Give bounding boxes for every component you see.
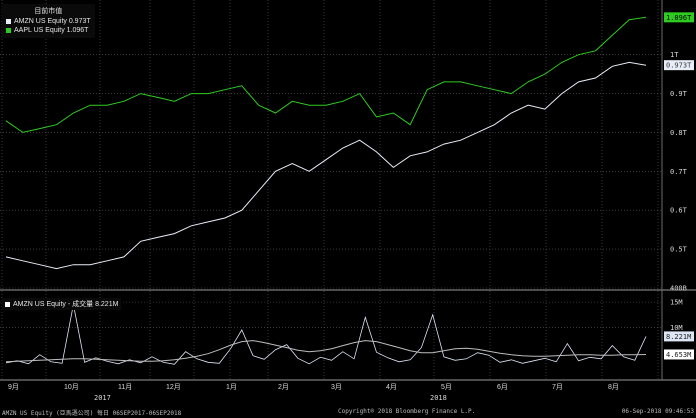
month-label: 5月 [441,383,452,391]
month-label: 11月 [118,383,132,391]
aapl-last-value-tag [664,12,694,23]
volume-last-value-tag [664,331,694,342]
month-label: 3月 [331,383,342,391]
year-label: 2018 [430,394,447,402]
volume-line [5,304,647,365]
price-tick-label: 0.9T [670,90,688,98]
footer-bar: AMZN US Equity (亞馬遜公司) 每日 06SEP2017-06SE… [0,406,696,418]
month-label: 7月 [552,383,563,391]
aapl-last-value-label: 1.096T [666,14,692,22]
footer-security-info: AMZN US Equity (亞馬遜公司) 每日 06SEP2017-06SE… [2,410,182,417]
price-legend: 目前市值 AMZN US Equity 0.973T AAPL US Equit… [2,4,95,38]
month-label: 10月 [64,383,79,391]
month-label: 12月 [166,383,181,391]
volume-last-value-label: 8.221M [666,333,691,341]
legend-amzn-label: AMZN US Equity 0.973T [14,18,91,25]
month-label: 1月 [226,383,237,391]
legend-title: 目前市值 [34,8,63,15]
volume-legend[interactable]: AMZN US Equity - 成交量 8.221M [2,298,122,310]
price-tick-label: 400B [670,285,687,293]
volume-tick-label: 15M [670,299,683,307]
price-tick-label: 0.5T [670,246,688,254]
price-tick-label: 1T [670,51,679,59]
month-label: 8月 [608,383,619,391]
month-label: 4月 [386,383,397,391]
month-label: 6月 [497,383,508,391]
amzn-price-line [5,61,647,270]
price-tick-label: 0.7T [670,168,688,176]
month-label: 9月 [8,383,19,391]
legend-item-aapl[interactable]: AAPL US Equity 1.096T [6,26,91,35]
amzn-last-value-tag [664,60,694,71]
price-tick-label: 0.6T [670,207,688,215]
year-label: 2017 [94,394,111,402]
average-last-value-tag [664,349,694,360]
volume-swatch [5,301,10,307]
volume-tick-label: 10M [670,324,683,332]
legend-item-amzn[interactable]: AMZN US Equity 0.973T [6,17,91,26]
legend-aapl-label: AAPL US Equity 1.096T [14,27,89,34]
amzn-last-value-label: 0.973T [666,62,692,70]
aapl-swatch [6,28,11,33]
volume-legend-label: AMZN US Equity - 成交量 8.221M [13,301,119,308]
price-tick-label: 0.8T [670,129,688,137]
average-last-value-label: 4.653M [666,351,691,359]
footer-copyright: Copyright® 2018 Bloomberg Finance L.P. [338,408,476,415]
amzn-swatch [6,19,11,24]
footer-timestamp: 06-Sep-2018 09:46:53 [621,408,694,415]
volume-average-line [5,340,647,363]
aapl-price-line [5,16,647,133]
month-label: 2月 [278,383,289,391]
